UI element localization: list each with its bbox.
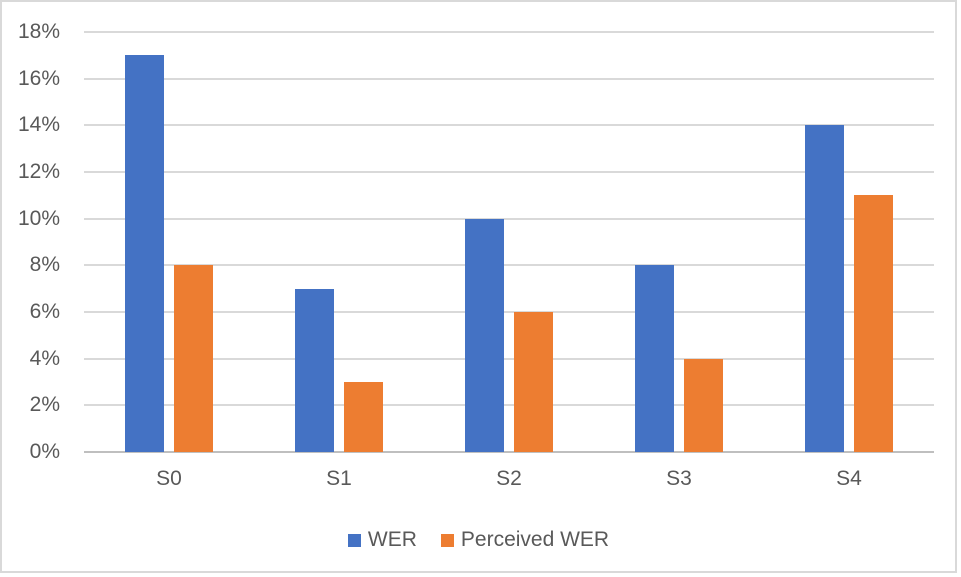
category-label: S3	[666, 467, 692, 490]
gridline	[84, 311, 934, 313]
y-tick-label: 6%	[29, 300, 60, 323]
bar-perceived-wer-s1[interactable]	[344, 382, 383, 452]
bar-wer-s0[interactable]	[125, 55, 164, 452]
gridline	[84, 77, 934, 80]
gridline	[84, 264, 934, 267]
category-label: S2	[496, 467, 522, 490]
category-label: S4	[836, 467, 862, 490]
bar-perceived-wer-s0[interactable]	[174, 265, 213, 452]
y-tick-label: 8%	[29, 253, 60, 277]
gridline	[84, 124, 934, 127]
y-tick-label: 10%	[17, 206, 60, 230]
category-label: S0	[156, 467, 182, 490]
legend-swatch-icon	[347, 533, 361, 547]
y-tick-label: 2%	[29, 393, 60, 417]
y-tick-label: 14%	[17, 113, 60, 137]
x-axis-line	[84, 451, 934, 453]
legend-item-perceived-wer[interactable]: Perceived WER	[440, 527, 610, 553]
y-tick-label: 4%	[29, 346, 60, 370]
y-tick-label: 0%	[29, 440, 60, 463]
bar-wer-s1[interactable]	[295, 288, 334, 452]
bar-wer-s2[interactable]	[465, 218, 504, 452]
y-tick-label: 16%	[17, 66, 60, 90]
legend: WER Perceived WER	[2, 526, 955, 554]
bar-wer-s4[interactable]	[805, 125, 844, 452]
legend-label: WER	[367, 528, 417, 551]
gridline	[84, 357, 934, 360]
y-tick-label: 12%	[17, 160, 60, 183]
gridline	[84, 217, 934, 220]
bar-perceived-wer-s4[interactable]	[854, 195, 893, 452]
gridline	[84, 31, 934, 33]
gridline	[84, 404, 934, 407]
category-label: S1	[326, 467, 352, 490]
legend-item-wer[interactable]: WER	[347, 527, 417, 553]
y-tick-label: 18%	[17, 20, 60, 43]
bar-perceived-wer-s3[interactable]	[684, 358, 723, 452]
bar-perceived-wer-s2[interactable]	[514, 312, 553, 452]
legend-swatch-icon	[440, 533, 454, 547]
gridline	[84, 171, 934, 173]
legend-label: Perceived WER	[460, 528, 610, 551]
bar-wer-s3[interactable]	[635, 265, 674, 452]
